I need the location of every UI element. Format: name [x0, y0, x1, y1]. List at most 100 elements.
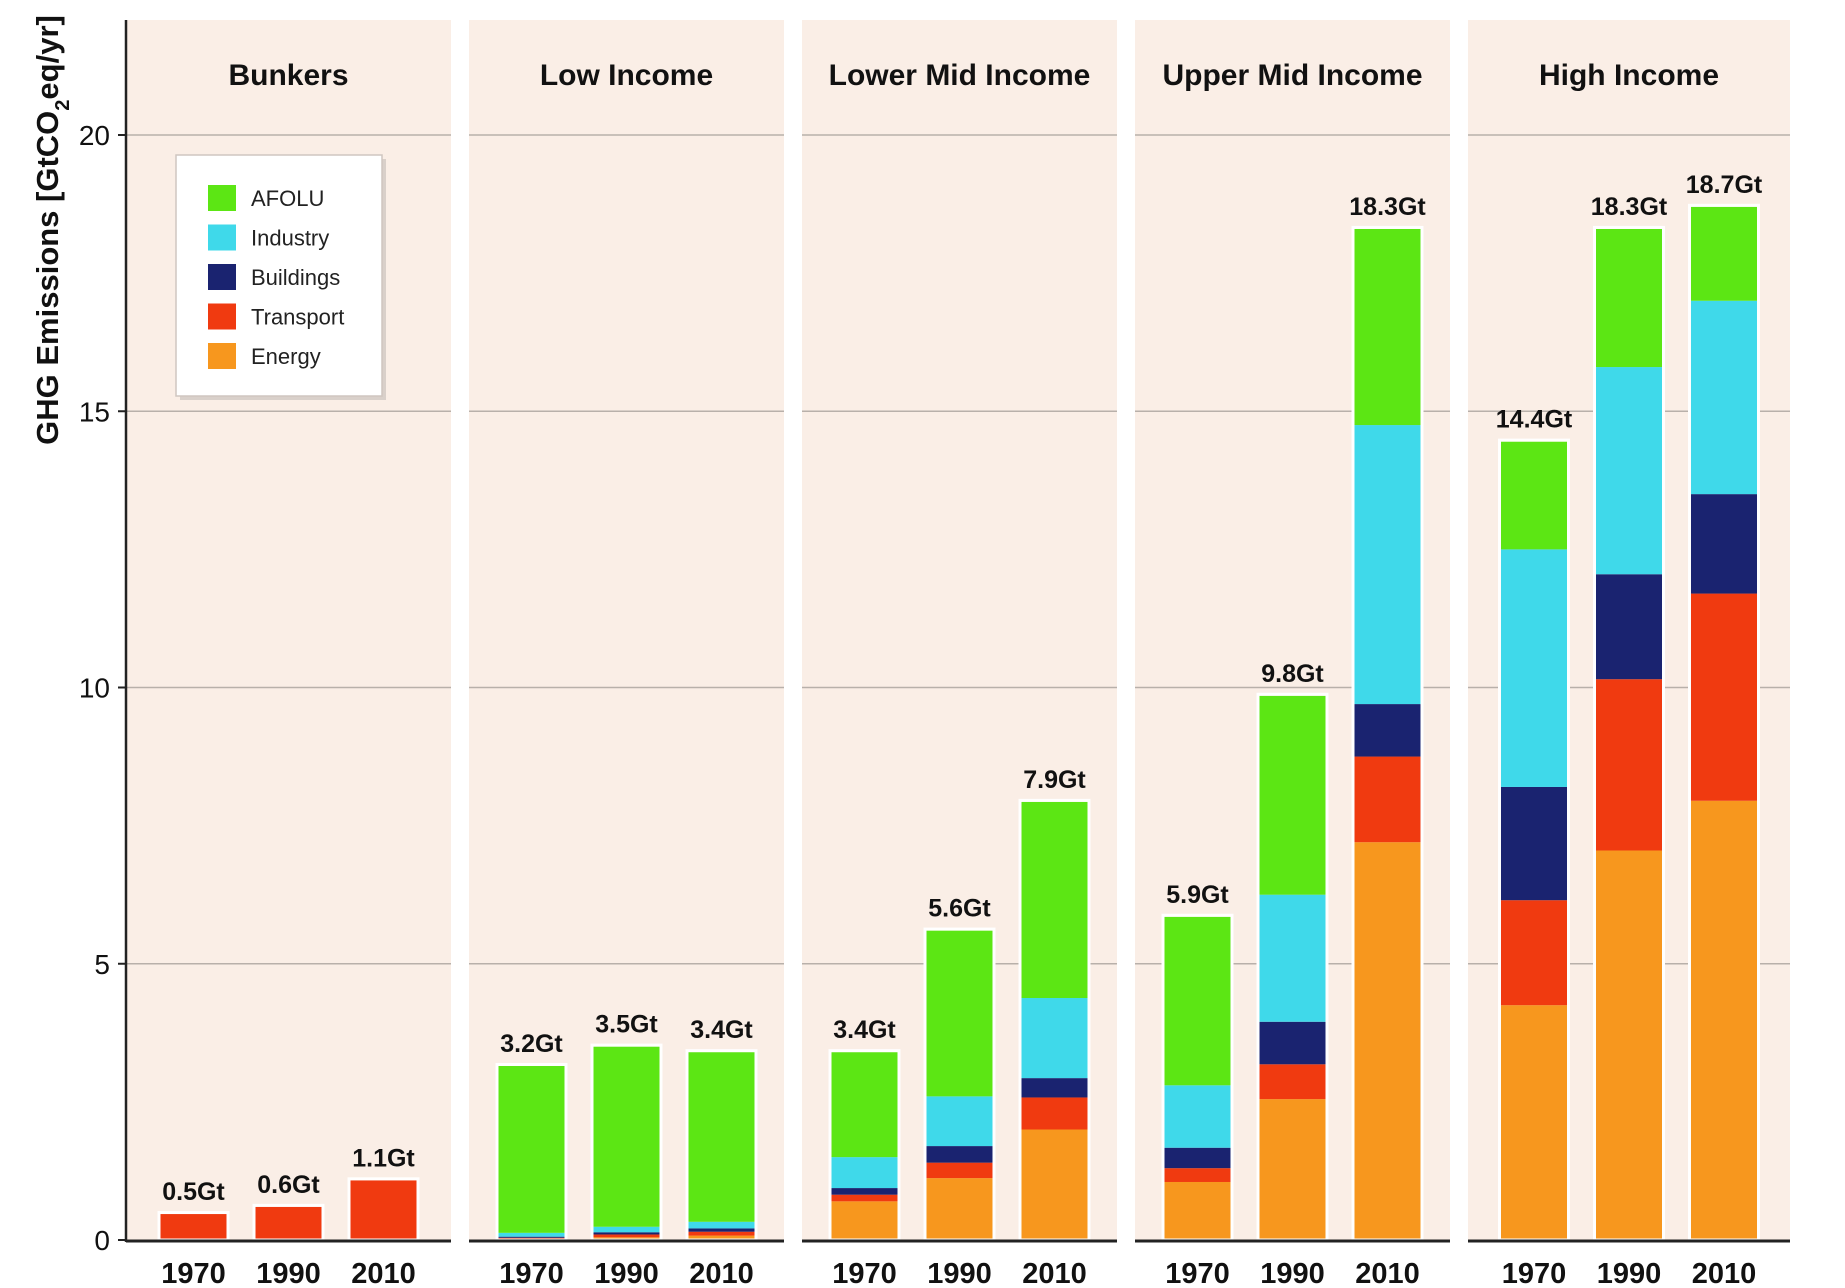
bar-segment-lower-mid-income-1970-afolu: [831, 1052, 898, 1158]
x-tick-upper-mid-income-2010: 2010: [1355, 1258, 1420, 1288]
bar-segment-upper-mid-income-1970-afolu: [1164, 916, 1231, 1086]
legend-label-buildings: Buildings: [251, 265, 340, 290]
y-axis-label-subscript: 2: [52, 100, 74, 111]
y-tick-5: 5: [94, 949, 110, 980]
y-tick-15: 15: [79, 396, 110, 427]
x-tick-bunkers-2010: 2010: [351, 1258, 416, 1288]
bar-segment-lower-mid-income-1990-transport: [926, 1162, 993, 1179]
legend-swatch-buildings: [208, 264, 236, 290]
total-label-bunkers-1970: 0.5Gt: [162, 1178, 225, 1206]
bar-segment-upper-mid-income-1970-transport: [1164, 1168, 1231, 1182]
bar-segment-upper-mid-income-1970-energy: [1164, 1181, 1231, 1240]
bar-segment-low-income-1990-industry: [593, 1226, 660, 1233]
total-label-lower-mid-income-1970: 3.4Gt: [833, 1016, 896, 1044]
bar-segment-bunkers-1990-transport: [255, 1206, 322, 1240]
total-label-high-income-1970: 14.4Gt: [1496, 406, 1573, 434]
total-label-low-income-2010: 3.4Gt: [690, 1016, 753, 1044]
x-tick-high-income-1970: 1970: [1502, 1258, 1567, 1288]
bar-segment-lower-mid-income-2010-industry: [1021, 998, 1088, 1079]
x-tick-lower-mid-income-1990: 1990: [927, 1258, 992, 1288]
bar-segment-high-income-2010-energy: [1691, 800, 1757, 1240]
bar-segment-high-income-1970-energy: [1501, 1005, 1567, 1240]
bar-segment-high-income-1990-transport: [1596, 679, 1662, 851]
bar-segment-low-income-1970-transport: [498, 1237, 565, 1239]
bar-segment-lower-mid-income-2010-energy: [1021, 1129, 1088, 1240]
bar-segment-low-income-2010-afolu: [688, 1052, 755, 1222]
total-label-low-income-1970: 3.2Gt: [500, 1030, 563, 1058]
y-axis-label-unit: eq/yr]: [30, 15, 65, 99]
x-tick-bunkers-1970: 1970: [161, 1258, 226, 1288]
x-tick-low-income-1990: 1990: [594, 1258, 659, 1288]
legend-swatch-afolu: [208, 185, 236, 211]
y-axis-label: GHG Emissions [GtCO2eq/yr]: [30, 15, 74, 445]
bar-segment-low-income-1970-afolu: [498, 1065, 565, 1233]
bar-segment-lower-mid-income-1970-industry: [831, 1157, 898, 1189]
panel-title-high-income: High Income: [1539, 59, 1719, 92]
bar-segment-lower-mid-income-2010-buildings: [1021, 1078, 1088, 1098]
bar-segment-upper-mid-income-1970-buildings: [1164, 1147, 1231, 1169]
x-tick-upper-mid-income-1970: 1970: [1165, 1258, 1230, 1288]
bar-segment-bunkers-1970-transport: [160, 1214, 227, 1240]
bar-segment-upper-mid-income-1970-industry: [1164, 1085, 1231, 1148]
total-label-lower-mid-income-2010: 7.9Gt: [1023, 766, 1086, 794]
bar-segment-high-income-1970-industry: [1501, 549, 1567, 787]
y-tick-20: 20: [79, 120, 110, 151]
total-label-bunkers-1990: 0.6Gt: [257, 1171, 320, 1199]
total-label-bunkers-2010: 1.1Gt: [352, 1144, 415, 1172]
bar-segment-high-income-1970-afolu: [1501, 441, 1567, 550]
total-label-high-income-1990: 18.3Gt: [1591, 193, 1668, 221]
legend-label-afolu: AFOLU: [251, 186, 324, 211]
bar-segment-upper-mid-income-2010-industry: [1354, 425, 1421, 705]
total-label-lower-mid-income-1990: 5.6Gt: [928, 895, 991, 923]
bar-segment-upper-mid-income-1990-energy: [1259, 1099, 1326, 1240]
y-tick-10: 10: [79, 673, 110, 704]
legend-swatch-industry: [208, 224, 236, 251]
bar-segment-high-income-2010-transport: [1691, 593, 1757, 801]
bar-segment-low-income-2010-industry: [688, 1221, 755, 1229]
bar-segment-upper-mid-income-2010-transport: [1354, 756, 1421, 843]
legend-swatch-transport: [208, 303, 236, 330]
bar-segment-low-income-2010-transport: [688, 1231, 755, 1236]
bar-segment-lower-mid-income-1970-transport: [831, 1194, 898, 1202]
bar-segment-upper-mid-income-2010-buildings: [1354, 704, 1421, 757]
x-tick-low-income-2010: 2010: [689, 1258, 754, 1288]
panel-background-low-income: [469, 20, 784, 1240]
legend-label-transport: Transport: [251, 305, 344, 330]
labels: Bunkers 0.5Gt 1970 0.6Gt 1990 1.1Gt 2010 Low In…: [161, 59, 1763, 1288]
bar-segment-high-income-2010-buildings: [1691, 494, 1757, 594]
bar-segment-lower-mid-income-2010-transport: [1021, 1097, 1088, 1130]
bar-segment-low-income-2010-buildings: [688, 1228, 755, 1232]
bar-segment-low-income-2010-energy: [688, 1235, 755, 1240]
x-tick-high-income-2010: 2010: [1692, 1258, 1757, 1288]
bar-segment-upper-mid-income-1990-buildings: [1259, 1021, 1326, 1065]
total-label-high-income-2010: 18.7Gt: [1686, 171, 1763, 199]
bar-segment-high-income-1990-industry: [1596, 367, 1662, 575]
panel-title-upper-mid-income: Upper Mid Income: [1162, 59, 1422, 92]
bar-segment-upper-mid-income-1990-afolu: [1259, 695, 1326, 895]
x-tick-bunkers-1990: 1990: [256, 1258, 321, 1288]
x-tick-lower-mid-income-1970: 1970: [832, 1258, 897, 1288]
bar-segment-high-income-2010-afolu: [1691, 206, 1757, 301]
bar-segment-lower-mid-income-1990-buildings: [926, 1146, 993, 1163]
x-tick-lower-mid-income-2010: 2010: [1022, 1258, 1087, 1288]
y-axis-label-main: GHG Emissions [GtCO: [30, 111, 65, 445]
bar-segment-lower-mid-income-1990-afolu: [926, 930, 993, 1097]
bar-segment-lower-mid-income-1990-energy: [926, 1178, 993, 1240]
bar-segment-upper-mid-income-1990-industry: [1259, 894, 1326, 1022]
x-tick-low-income-1970: 1970: [499, 1258, 564, 1288]
bar-segment-lower-mid-income-2010-afolu: [1021, 801, 1088, 999]
bar-segment-low-income-1990-transport: [593, 1234, 660, 1238]
bar-segment-upper-mid-income-1990-transport: [1259, 1064, 1326, 1100]
bar-segment-low-income-1970-industry: [498, 1232, 565, 1237]
total-label-upper-mid-income-1970: 5.9Gt: [1166, 881, 1229, 909]
bar-segment-high-income-1990-afolu: [1596, 228, 1662, 368]
legend-label-energy: Energy: [251, 344, 321, 369]
panel-title-low-income: Low Income: [540, 59, 713, 92]
panel-title-lower-mid-income: Lower Mid Income: [829, 59, 1091, 92]
total-label-upper-mid-income-2010: 18.3Gt: [1349, 193, 1426, 221]
bar-segment-high-income-1990-energy: [1596, 850, 1662, 1240]
legend-label-industry: Industry: [251, 226, 329, 251]
bar-segment-high-income-1990-buildings: [1596, 574, 1662, 680]
